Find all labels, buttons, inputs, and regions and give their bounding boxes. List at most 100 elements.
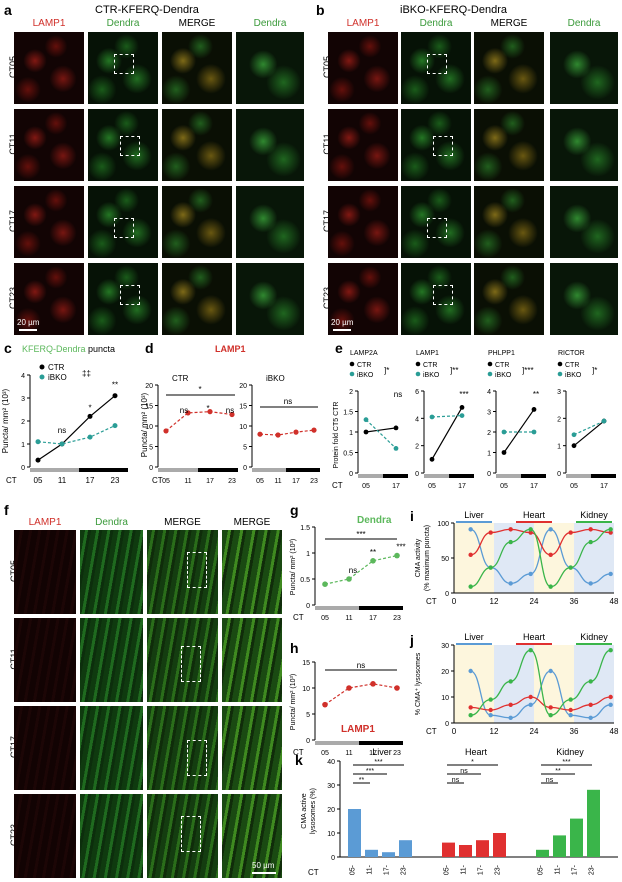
panel-b-col-title-2: MERGE bbox=[490, 18, 528, 29]
panel-e-lamp2a-x-tick-1: 17 bbox=[392, 483, 400, 490]
panel-h-point-2 bbox=[370, 681, 376, 687]
panel-a-scale-text: 20 µm bbox=[17, 318, 40, 327]
panel-b-tile-CT11-2 bbox=[474, 109, 544, 181]
panel-e-phlpp1-point-iBKO-0 bbox=[501, 429, 507, 435]
panel-e-lamp2a-y-tick-label-3: 1.5 bbox=[343, 410, 353, 417]
panel-b-title: iBKO-KFERQ-Dendra bbox=[400, 4, 507, 16]
panel-g-y-tick-label-2: 1 bbox=[306, 551, 310, 558]
panel-b-tile-CT11-0 bbox=[328, 109, 398, 181]
panel-i-point-kidney-5 bbox=[568, 565, 573, 570]
panel-c-legend-sig: ‡‡ bbox=[82, 369, 91, 378]
panel-f-roi-box-CT23 bbox=[181, 816, 201, 852]
panel-a-col-title-0: LAMP1 bbox=[32, 18, 66, 29]
panel-j-y-tick-label-2: 20 bbox=[441, 669, 449, 676]
panel-f-roi-box-CT17 bbox=[187, 740, 207, 776]
panel-d-ibko-point-0 bbox=[257, 431, 263, 437]
panel-j-bg-day-1 bbox=[534, 645, 574, 723]
panel-h-y-tick-label-3: 15 bbox=[302, 660, 310, 667]
panel-i-organ-heart: Heart bbox=[523, 510, 546, 520]
panel-d-ibko-point-2 bbox=[293, 429, 299, 435]
panel-e-rictor-ct-bar-1 bbox=[591, 474, 616, 478]
panel-e-lamp1-line-CTR bbox=[431, 407, 463, 460]
panel-k-annot-kidney-0: *** bbox=[562, 759, 570, 766]
panel-i-y-tick-label-1: 50 bbox=[441, 556, 449, 563]
panel-d-ctr-point-2 bbox=[207, 409, 213, 415]
panel-c-line-CTR bbox=[37, 395, 116, 461]
panel-d-ctr-x-tick-1: 11 bbox=[184, 478, 191, 485]
panel-e-lamp2a-annot: ns bbox=[394, 390, 402, 399]
panel-j-point-kidney-7 bbox=[608, 648, 613, 653]
panel-j-organ-heart: Heart bbox=[523, 632, 546, 642]
panel-b-roi-box-CT23 bbox=[433, 285, 453, 305]
panel-i-x-tick-3: 36 bbox=[570, 597, 579, 606]
panel-d-ibko-x-tick-0: 05 bbox=[256, 478, 264, 485]
panel-b-tile-CT05-2 bbox=[474, 32, 544, 104]
panel-e-lamp2a-legend-ctr-marker bbox=[349, 361, 355, 367]
panel-d-ibko-label: iBKO bbox=[266, 374, 285, 383]
panel-k-annot-kidney-1: ** bbox=[555, 768, 561, 775]
panel-k-x-tick-liver-0: 05- bbox=[350, 864, 357, 875]
panel-g-y-tick-label-3: 1.5 bbox=[300, 525, 310, 532]
panel-e-rictor-legend-ctr: CTR bbox=[565, 362, 579, 369]
panel-e-phlpp1-legend-ibko-marker bbox=[487, 371, 493, 377]
panel-i-ylabel-1: (% maximum puncta) bbox=[424, 525, 431, 591]
panel-j-y-tick-label-1: 10 bbox=[441, 695, 449, 702]
panel-c-point-CTR-3 bbox=[112, 393, 118, 399]
panel-c-x-tick-1: 11 bbox=[58, 476, 67, 485]
panel-i-ylabel-0: CMA activity bbox=[415, 538, 422, 577]
panel-i-x-tick-4: 48 bbox=[610, 597, 619, 606]
panel-k-ylabel-0: CMA active bbox=[301, 793, 308, 829]
panel-c-legend-ctr: CTR bbox=[48, 363, 65, 372]
panel-e-phlpp1-x-tick-0: 05 bbox=[500, 483, 508, 490]
panel-e-phlpp1-y-tick-label-4: 4 bbox=[487, 389, 491, 396]
panel-e-rictor-y-tick-label-1: 1 bbox=[557, 444, 561, 451]
panel-e-lamp1-title: LAMP1 bbox=[416, 350, 439, 357]
panel-j-point-liver-7 bbox=[608, 702, 613, 707]
panel-i-x-tick-2: 24 bbox=[530, 597, 539, 606]
panel-j-point-kidney-2 bbox=[508, 679, 513, 684]
panel-e-lamp1-line-iBKO bbox=[431, 415, 463, 418]
panel-k-annot-heart-2: ns bbox=[452, 777, 460, 784]
panel-d-ibko-point-3 bbox=[311, 427, 317, 433]
panel-a-tile-CT17-2 bbox=[162, 186, 232, 258]
panel-a-roi-box-CT05 bbox=[114, 54, 134, 74]
panel-j-point-liver-6 bbox=[588, 715, 593, 720]
panel-j-bg-night-0 bbox=[494, 645, 534, 723]
panel-h-label: h bbox=[290, 640, 299, 656]
panel-e-rictor-point-iBKO-1 bbox=[601, 418, 607, 424]
panel-e-ylabel: Protein fold CT5 CTR bbox=[333, 402, 340, 469]
panel-k-bar-kidney-0 bbox=[536, 849, 549, 857]
panel-c-point-CTR-0 bbox=[35, 457, 41, 463]
panel-b-tile-CT05-1 bbox=[401, 32, 471, 104]
panel-k-y-tick-label-3: 30 bbox=[327, 783, 335, 790]
panel-d-ibko-x-tick-1: 11 bbox=[274, 478, 281, 485]
panel-f-tile-CT11-1 bbox=[80, 618, 143, 702]
panel-i-x-tick-1: 12 bbox=[490, 597, 499, 606]
panel-k-x-tick-kidney-0: 05- bbox=[538, 864, 545, 875]
panel-a-tile-CT17-1 bbox=[88, 186, 158, 258]
panel-a-tile-CT11-0 bbox=[14, 109, 84, 181]
panel-i-point-liver-2 bbox=[508, 581, 513, 586]
panel-a-tile-CT05-2 bbox=[162, 32, 232, 104]
panel-g-ct-bar-1 bbox=[337, 606, 359, 610]
panel-g-annot-1: ns bbox=[349, 566, 357, 575]
panel-k-bar-heart-3 bbox=[493, 833, 506, 857]
panel-d-ibko-y-tick-label-4: 20 bbox=[239, 383, 247, 390]
panel-h-x-tick-0: 05 bbox=[321, 750, 329, 757]
panel-k-y-tick-label-2: 20 bbox=[327, 807, 335, 814]
panel-i-bg-night-1 bbox=[574, 523, 614, 593]
panel-j-y-tick-label-0: 0 bbox=[445, 721, 449, 728]
panel-d-ctr-ct-bar-2 bbox=[198, 468, 218, 472]
panel-e-rictor-line-CTR bbox=[573, 420, 605, 447]
panel-h-x-tick-3: 23 bbox=[393, 750, 401, 757]
panel-k-group-heart: Heart bbox=[465, 747, 488, 757]
panel-j-point-liver-5 bbox=[568, 713, 573, 718]
panel-i-point-liver-3 bbox=[528, 571, 533, 577]
panel-d-annot-ctr-0: * bbox=[198, 385, 201, 394]
panel-i-bg-day-0 bbox=[454, 523, 494, 593]
panel-h-ct-bar-3 bbox=[381, 741, 403, 745]
panel-i-organ-kidney: Kidney bbox=[580, 510, 608, 520]
panel-k-bar-kidney-3 bbox=[587, 789, 600, 857]
panel-f-tile-CT23-1 bbox=[80, 794, 143, 878]
